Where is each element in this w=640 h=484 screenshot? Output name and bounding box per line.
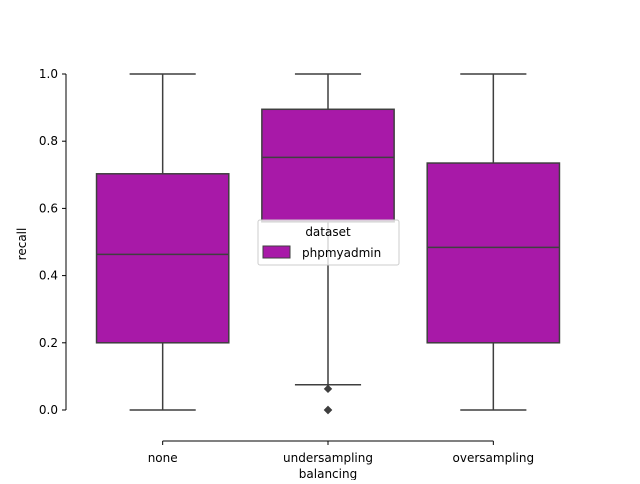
legend-title: dataset — [305, 225, 351, 239]
y-tick-label: 0.6 — [39, 201, 58, 215]
y-tick-label: 0.4 — [39, 269, 58, 283]
outlier-point — [323, 384, 333, 394]
y-tick-label: 0.2 — [39, 336, 58, 350]
legend-swatch — [262, 245, 291, 259]
legend-entry-label: phpmyadmin — [302, 246, 381, 260]
box-none — [95, 73, 230, 411]
axes-layer: 0.0 0.2 0.4 0.6 0.8 1.0 none undersampling overs… — [39, 67, 534, 465]
y-tick-label: 0.0 — [39, 403, 58, 417]
box-iqr — [95, 173, 230, 344]
box-iqr — [261, 108, 395, 223]
y-axis-label: recall — [15, 228, 29, 261]
box-undersampling — [261, 73, 395, 415]
boxes-layer — [95, 73, 561, 415]
legend-frame — [257, 219, 400, 266]
x-tick-label: none — [148, 451, 178, 465]
x-tick-label: oversampling — [453, 451, 535, 465]
legend: dataset phpmyadmin — [257, 219, 400, 266]
outlier-point — [323, 405, 333, 415]
x-axis-label: balancing — [299, 467, 357, 480]
x-tick-label: undersampling — [283, 451, 373, 465]
y-tick-label: 0.8 — [39, 134, 58, 148]
box-iqr — [426, 162, 561, 344]
box-oversampling — [426, 73, 561, 411]
y-tick-label: 1.0 — [39, 67, 58, 81]
